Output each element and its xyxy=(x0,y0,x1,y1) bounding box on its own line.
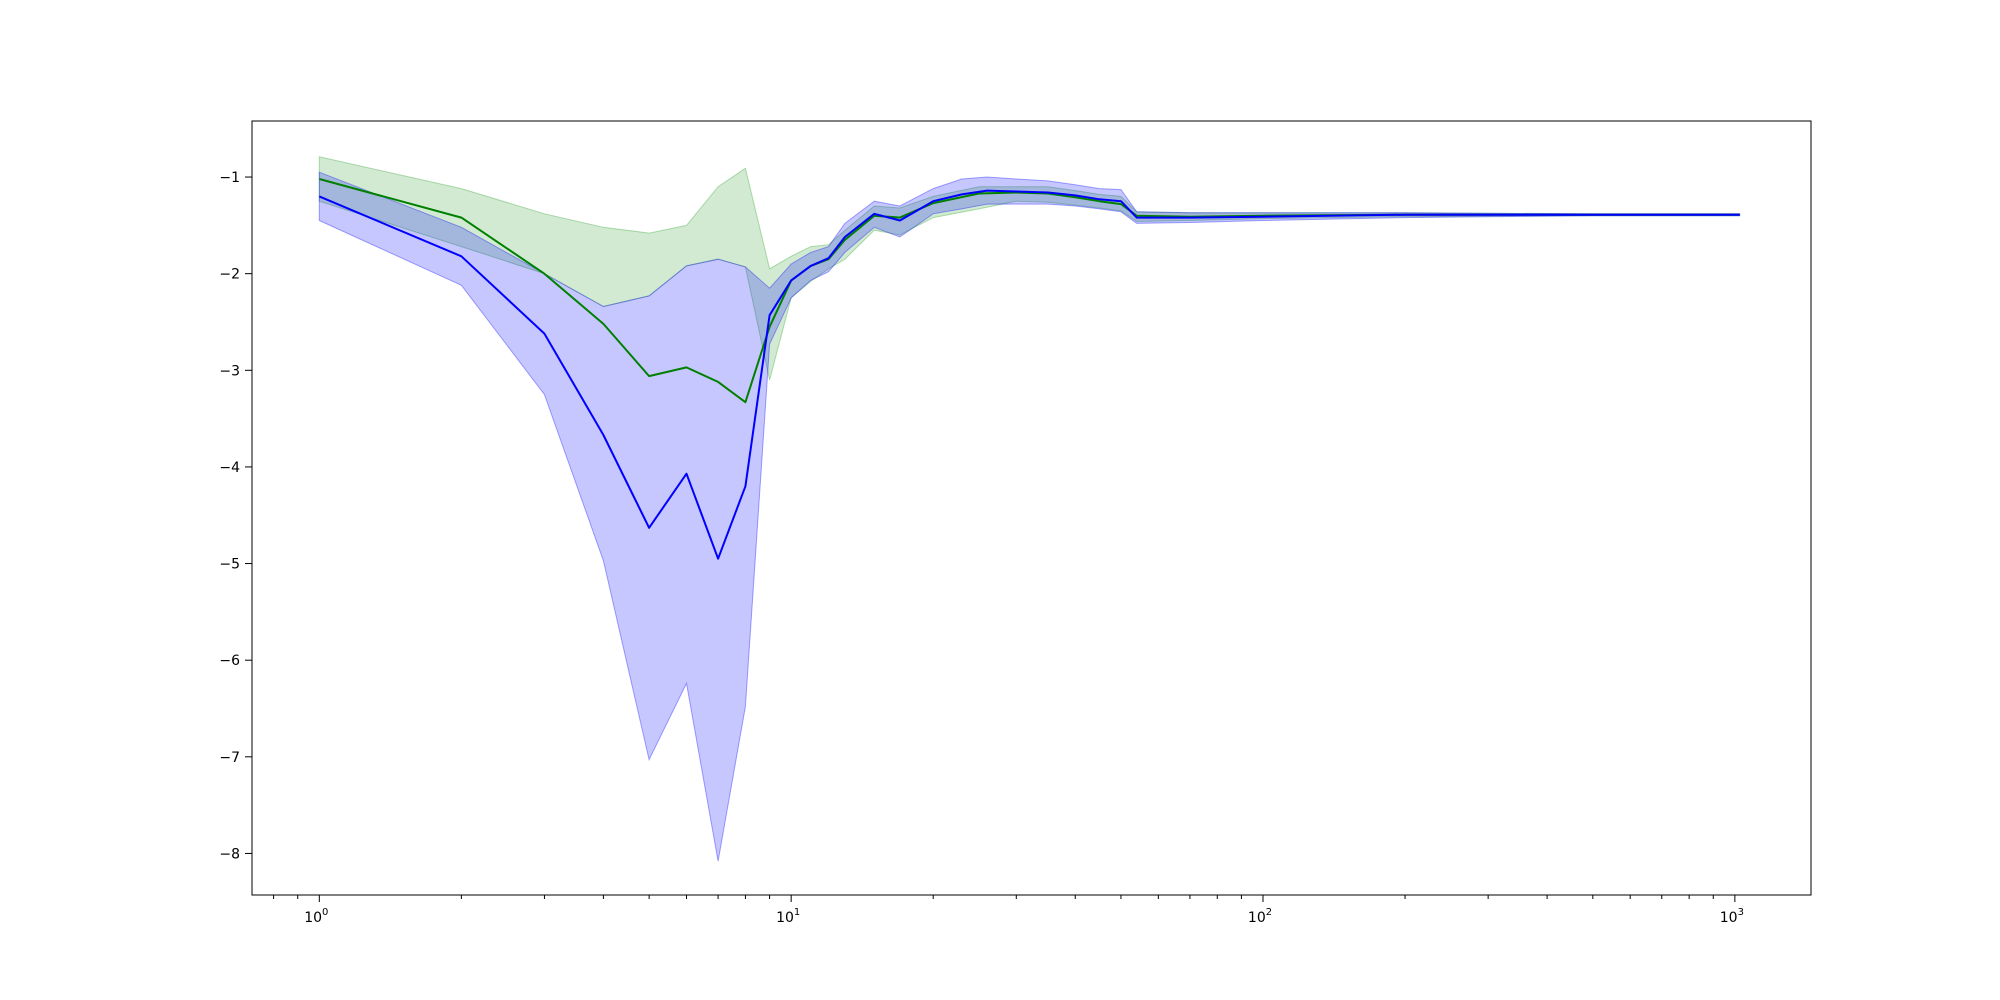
y-tick-label: −3 xyxy=(219,363,240,379)
y-tick-label: −2 xyxy=(219,267,240,283)
y-tick-label: −4 xyxy=(219,460,240,476)
y-tick-label: −1 xyxy=(219,170,240,186)
x-tick-base: 10 xyxy=(1248,910,1266,926)
x-tick-exponent: 2 xyxy=(1266,907,1272,918)
x-tick-label: 102 xyxy=(1248,907,1272,926)
x-tick-label: 101 xyxy=(776,907,800,926)
x-axis: 100 101 102 103 xyxy=(273,895,1744,926)
x-tick-base: 10 xyxy=(304,910,322,926)
y-tick-label: −8 xyxy=(219,846,240,862)
series-2-band xyxy=(318,171,1741,862)
y-axis: −1 −2 −3 −4 −5 −6 −7 −8 xyxy=(219,170,252,862)
x-tick-exponent: 0 xyxy=(322,907,328,918)
y-tick-label: −5 xyxy=(219,557,240,573)
x-tick-base: 10 xyxy=(1720,910,1738,926)
plot-frame xyxy=(251,120,1812,896)
y-tick-label: −7 xyxy=(219,750,240,766)
x-tick-exponent: 1 xyxy=(794,907,800,918)
series-2-line xyxy=(318,189,1740,560)
x-tick-base: 10 xyxy=(776,910,794,926)
confidence-bands xyxy=(318,156,1741,862)
x-tick-label: 100 xyxy=(304,907,328,926)
series-lines xyxy=(318,178,1740,560)
x-tick-exponent: 3 xyxy=(1738,907,1744,918)
x-tick-label: 103 xyxy=(1720,907,1744,926)
y-tick-label: −6 xyxy=(219,653,240,669)
